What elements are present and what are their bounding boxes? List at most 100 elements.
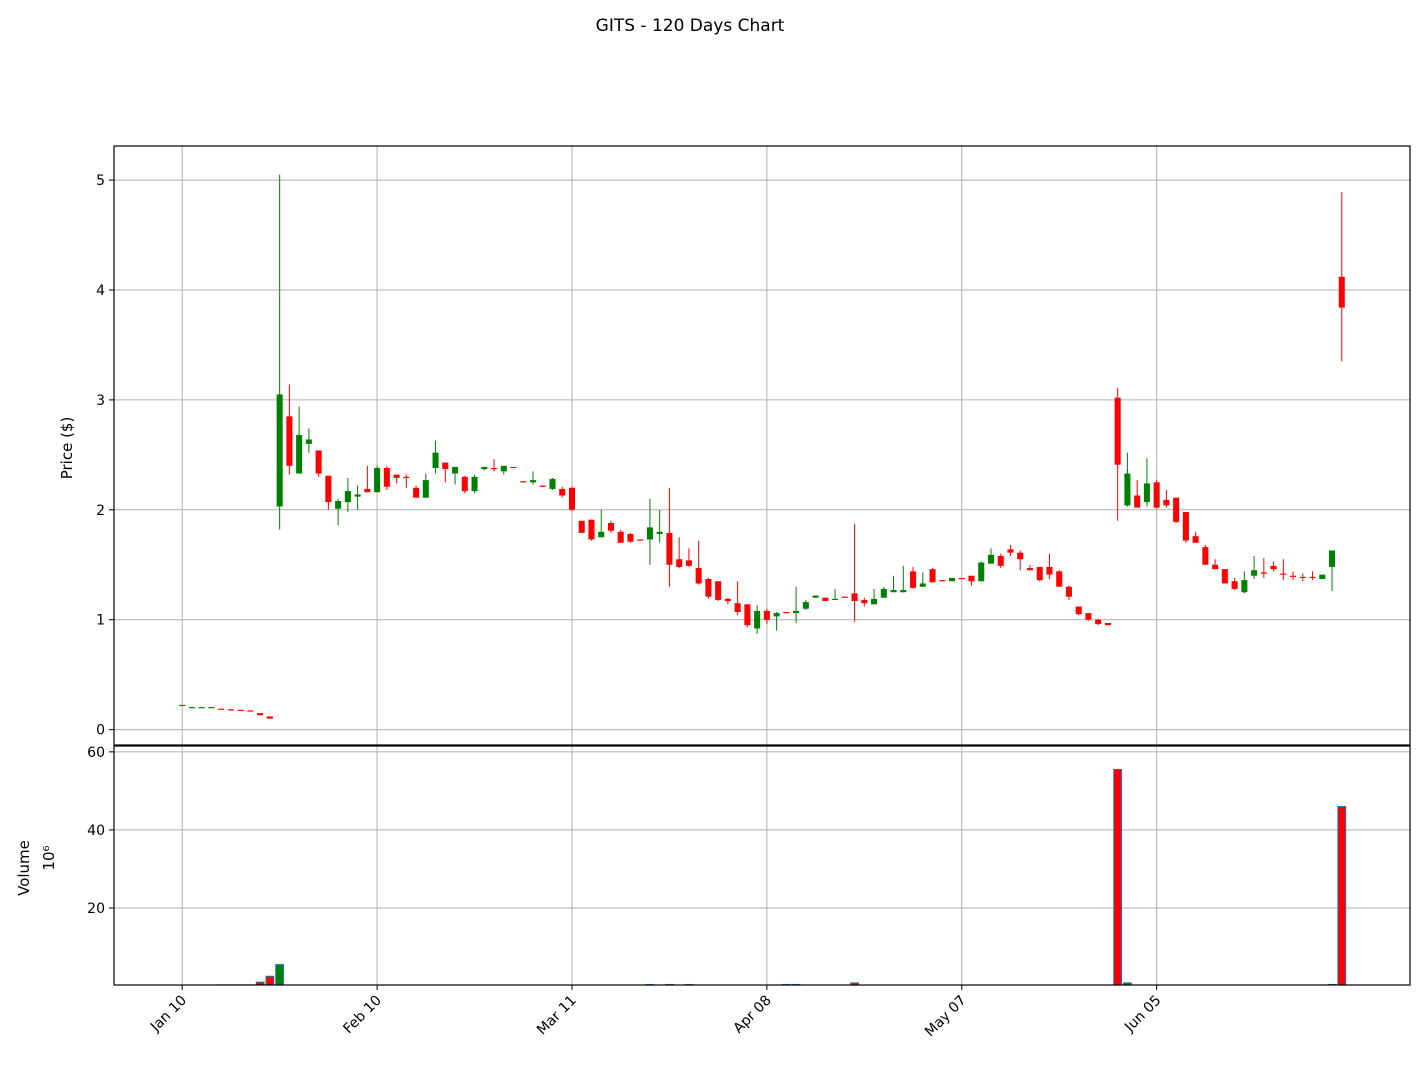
- candle-body: [286, 416, 292, 465]
- candle-body: [1300, 577, 1306, 578]
- candle-body: [588, 520, 594, 540]
- candle-body: [296, 435, 302, 473]
- candle-body: [676, 559, 682, 567]
- candle-body: [364, 489, 370, 492]
- candle-body: [657, 532, 663, 534]
- candle-body: [1046, 567, 1052, 575]
- candle-body: [423, 480, 429, 498]
- chart-title: GITS - 120 Days Chart: [596, 16, 785, 36]
- candle-body: [257, 713, 263, 715]
- candle-body: [666, 533, 672, 565]
- candle-body: [754, 611, 760, 629]
- candle-body: [472, 477, 478, 491]
- candle-body: [764, 611, 770, 620]
- candle-body: [1173, 498, 1179, 522]
- candle-body: [1124, 474, 1130, 506]
- candle-body: [891, 590, 897, 592]
- candle-body: [910, 571, 916, 587]
- candle-body: [1212, 565, 1218, 569]
- candle-body: [608, 523, 614, 531]
- x-tick-label: Feb 10: [340, 993, 385, 1038]
- volume-bar: [1114, 769, 1122, 985]
- candle-body: [852, 593, 858, 601]
- candle-body: [803, 602, 809, 609]
- candle-body: [325, 476, 331, 502]
- candle-body: [715, 581, 721, 600]
- volume-bar: [1338, 806, 1346, 985]
- candle-body: [1241, 580, 1247, 592]
- candle-body: [949, 578, 955, 581]
- y-tick-label: 0: [96, 723, 105, 739]
- candle-body: [822, 598, 828, 601]
- candle-body: [705, 579, 711, 597]
- candle-body: [647, 527, 653, 539]
- y-tick-label: 4: [96, 283, 105, 299]
- volume-unit: 10⁶: [40, 845, 58, 870]
- candle-body: [267, 716, 273, 718]
- candle-body: [335, 501, 341, 509]
- candle-body: [452, 467, 458, 474]
- candle-body: [1095, 620, 1101, 624]
- candle-body: [1163, 500, 1169, 505]
- candle-body: [920, 583, 926, 586]
- candle-body: [413, 488, 419, 498]
- candle-body: [1154, 482, 1160, 507]
- candle-body: [930, 569, 936, 582]
- candle-body: [988, 555, 994, 564]
- candle-body: [1193, 536, 1199, 543]
- candle-body: [238, 710, 244, 711]
- candle-body: [208, 707, 214, 708]
- candle-body: [1056, 571, 1062, 586]
- candle-body: [1232, 581, 1238, 589]
- candle-body: [1251, 570, 1257, 575]
- candle-body: [374, 468, 380, 492]
- y-axis-label: Price ($): [58, 417, 76, 480]
- candle-body: [540, 486, 546, 487]
- candle-body: [1202, 547, 1208, 565]
- candle-body: [510, 467, 516, 468]
- candle-body: [978, 563, 984, 582]
- candle-body: [559, 489, 565, 496]
- candle-body: [394, 475, 400, 478]
- candle-body: [998, 556, 1004, 566]
- y-tick-label: 3: [96, 393, 105, 409]
- candle-body: [1271, 566, 1277, 569]
- candle-body: [725, 599, 731, 601]
- candle-body: [1280, 574, 1286, 575]
- candle-body: [433, 453, 439, 468]
- candle-body: [530, 480, 536, 482]
- candle-body: [1105, 623, 1111, 625]
- candle-body: [520, 481, 526, 482]
- candle-body: [228, 709, 234, 710]
- candle-body: [1183, 512, 1189, 541]
- volume-tick-label: 40: [87, 823, 105, 839]
- volume-bar: [276, 965, 284, 985]
- candle-body: [1027, 568, 1033, 570]
- candle-body: [783, 612, 789, 613]
- candle-body: [179, 705, 185, 706]
- candle-body: [793, 611, 799, 613]
- candle-body: [842, 597, 848, 598]
- candle-body: [355, 494, 361, 496]
- y-tick-label: 1: [96, 613, 105, 629]
- candle-body: [579, 521, 585, 533]
- candle-body: [1144, 483, 1150, 502]
- candle-body: [627, 534, 633, 542]
- volume-bar: [266, 976, 274, 985]
- candle-body: [959, 578, 965, 579]
- candle-body: [384, 468, 390, 487]
- candle-body: [637, 539, 643, 540]
- candle-body: [618, 532, 624, 543]
- candle-body: [199, 707, 205, 708]
- candle-body: [247, 710, 253, 711]
- candle-body: [1085, 613, 1091, 620]
- candle-body: [1222, 569, 1228, 583]
- x-tick-label: May 07: [922, 993, 970, 1041]
- candle-body: [686, 560, 692, 565]
- candle-body: [316, 450, 322, 473]
- candle-body: [1329, 550, 1335, 566]
- volume-tick-label: 60: [87, 745, 105, 761]
- candle-body: [462, 477, 468, 491]
- candle-body: [1076, 607, 1082, 615]
